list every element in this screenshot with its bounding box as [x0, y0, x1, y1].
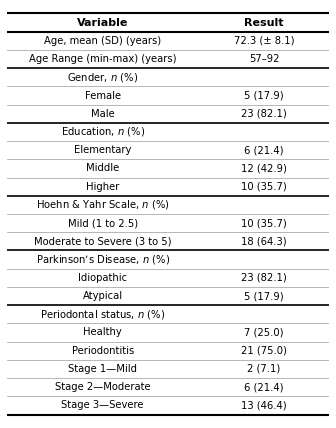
- Text: 5 (17.9): 5 (17.9): [244, 291, 284, 301]
- Text: 72.3 (± 8.1): 72.3 (± 8.1): [234, 36, 294, 46]
- Text: 5 (17.9): 5 (17.9): [244, 90, 284, 101]
- Text: Variable: Variable: [77, 18, 128, 27]
- Text: Higher: Higher: [86, 181, 119, 192]
- Text: 12 (42.9): 12 (42.9): [241, 163, 287, 173]
- Text: Result: Result: [244, 18, 284, 27]
- Text: 57–92: 57–92: [249, 54, 279, 64]
- Text: 21 (75.0): 21 (75.0): [241, 346, 287, 356]
- Text: 13 (46.4): 13 (46.4): [241, 401, 287, 410]
- Text: 7 (25.0): 7 (25.0): [244, 327, 284, 338]
- Text: 23 (82.1): 23 (82.1): [241, 273, 287, 283]
- Text: Healthy: Healthy: [83, 327, 122, 338]
- Text: Female: Female: [85, 90, 121, 101]
- Text: 10 (35.7): 10 (35.7): [241, 218, 287, 228]
- Text: 6 (21.4): 6 (21.4): [244, 145, 284, 155]
- Text: 18 (64.3): 18 (64.3): [241, 236, 287, 247]
- Text: Stage 3—Severe: Stage 3—Severe: [61, 401, 144, 410]
- Text: 2 (7.1): 2 (7.1): [247, 364, 281, 374]
- Text: Gender, $n$ (%): Gender, $n$ (%): [67, 71, 138, 84]
- Text: Education, $n$ (%): Education, $n$ (%): [60, 125, 145, 139]
- Text: Stage 1—Mild: Stage 1—Mild: [68, 364, 137, 374]
- Text: Middle: Middle: [86, 163, 119, 173]
- Text: Age Range (min-max) (years): Age Range (min-max) (years): [29, 54, 176, 64]
- Text: Male: Male: [91, 109, 115, 119]
- Text: Moderate to Severe (3 to 5): Moderate to Severe (3 to 5): [34, 236, 171, 247]
- Text: Parkinson’s Disease, $n$ (%): Parkinson’s Disease, $n$ (%): [36, 253, 170, 266]
- Text: Elementary: Elementary: [74, 145, 131, 155]
- Text: Stage 2—Moderate: Stage 2—Moderate: [55, 382, 151, 392]
- Text: Hoehn & Yahr Scale, $n$ (%): Hoehn & Yahr Scale, $n$ (%): [36, 199, 170, 211]
- Text: Periodontitis: Periodontitis: [72, 346, 134, 356]
- Text: 10 (35.7): 10 (35.7): [241, 181, 287, 192]
- Text: 23 (82.1): 23 (82.1): [241, 109, 287, 119]
- Text: Periodontal status, $n$ (%): Periodontal status, $n$ (%): [40, 308, 165, 321]
- Text: Mild (1 to 2.5): Mild (1 to 2.5): [68, 218, 138, 228]
- Text: Atypical: Atypical: [83, 291, 123, 301]
- Text: Age, mean (SD) (years): Age, mean (SD) (years): [44, 36, 161, 46]
- Text: Idiopathic: Idiopathic: [78, 273, 127, 283]
- Text: 6 (21.4): 6 (21.4): [244, 382, 284, 392]
